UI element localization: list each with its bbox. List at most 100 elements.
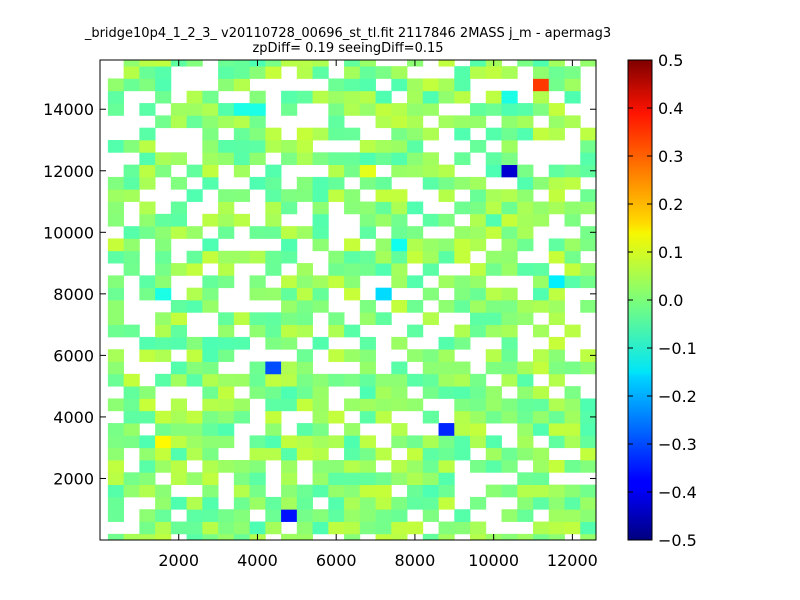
- heatmap-cell: [580, 410, 597, 424]
- heatmap-cell: [107, 238, 125, 252]
- heatmap-cell: [533, 361, 550, 375]
- heatmap-cell: [454, 90, 471, 104]
- chart-title-line-1: _bridge10p4_1_2_3_ v20110728_00696_st_tl…: [84, 26, 611, 41]
- heatmap-cell: [501, 189, 518, 202]
- heatmap-cell: [533, 300, 550, 313]
- heatmap-cell: [155, 78, 172, 92]
- heatmap-cell: [485, 447, 502, 461]
- heatmap-cell: [139, 336, 156, 350]
- heatmap-cell: [517, 373, 534, 387]
- heatmap-cell: [233, 336, 250, 350]
- heatmap-cell: [296, 386, 313, 399]
- heatmap-cell: [170, 115, 188, 129]
- heatmap-cell: [407, 460, 424, 473]
- heatmap-cell: [485, 386, 502, 399]
- heatmap-cell: [438, 176, 455, 190]
- heatmap-cell: [249, 115, 266, 129]
- heatmap-cell: [107, 349, 125, 362]
- heatmap-cell: [265, 373, 282, 387]
- heatmap-cell: [454, 300, 471, 313]
- heatmap-cell: [123, 164, 140, 178]
- heatmap-cell: [391, 140, 408, 153]
- heatmap-cell: [375, 496, 392, 510]
- heatmap-cell: [218, 115, 235, 129]
- heatmap-cell: [580, 496, 597, 510]
- heatmap-cell: [517, 435, 534, 449]
- heatmap-cell: [548, 60, 565, 67]
- heatmap-cell: [186, 496, 203, 510]
- heatmap-cell: [155, 275, 172, 289]
- heatmap-cell: [202, 410, 219, 424]
- heatmap-cell: [233, 213, 250, 227]
- heatmap-cell: [249, 435, 266, 449]
- heatmap-cell: [202, 435, 219, 449]
- heatmap-cell: [139, 226, 156, 239]
- heatmap-cell: [265, 336, 282, 350]
- heatmap-cell: [454, 78, 471, 92]
- heatmap-cell: [296, 90, 313, 104]
- heatmap-cell: [564, 509, 581, 522]
- heatmap-cell: [564, 263, 581, 276]
- heatmap-cell: [344, 496, 361, 510]
- heatmap-cell: [296, 398, 313, 412]
- heatmap-cell: [328, 484, 345, 498]
- heatmap-cell: [517, 263, 534, 276]
- heatmap-cell: [249, 152, 266, 166]
- heatmap-cell: [470, 460, 487, 473]
- heatmap-cell: [218, 435, 235, 449]
- heatmap-cell: [564, 496, 581, 510]
- heatmap-cell: [249, 521, 266, 535]
- heatmap-cell: [296, 275, 313, 289]
- heatmap-cell: [155, 460, 172, 473]
- heatmap-cell: [580, 447, 597, 461]
- heatmap-cell: [107, 533, 125, 541]
- heatmap-cell: [265, 250, 282, 264]
- heatmap-cell: [501, 213, 518, 227]
- heatmap-cell: [139, 349, 156, 362]
- heatmap-cell: [485, 263, 502, 276]
- heatmap-cell: [107, 361, 125, 375]
- heatmap-cell: [170, 300, 188, 313]
- heatmap-cell: [218, 103, 235, 116]
- heatmap-cell: [422, 373, 439, 387]
- heatmap-cell: [533, 398, 550, 412]
- heatmap-cell: [485, 324, 502, 338]
- heatmap-cell: [312, 127, 329, 141]
- heatmap-cell: [265, 386, 282, 399]
- heatmap-cell: [470, 189, 487, 202]
- heatmap-cell: [470, 263, 487, 276]
- heatmap-cell: [233, 164, 250, 178]
- heatmap-cell: [233, 460, 250, 473]
- heatmap-cell: [218, 324, 235, 338]
- heatmap-cell: [422, 90, 439, 104]
- heatmap-cell: [233, 250, 250, 264]
- heatmap-cell: [265, 226, 282, 239]
- heatmap-cell: [375, 213, 392, 227]
- heatmap-cell: [470, 423, 487, 436]
- heatmap-cell: [123, 140, 140, 153]
- heatmap-cell: [422, 349, 439, 362]
- heatmap-cell: [548, 238, 565, 252]
- heatmap-cell: [281, 324, 298, 338]
- heatmap-cell: [107, 312, 125, 326]
- heatmap-cell: [344, 103, 361, 116]
- heatmap-cell: [517, 176, 534, 190]
- heatmap-cell: [391, 213, 408, 227]
- heatmap-cell: [407, 238, 424, 252]
- heatmap-cell: [155, 287, 172, 301]
- heatmap-cell: [202, 300, 219, 313]
- heatmap-cell: [249, 472, 266, 486]
- heatmap-cell: [265, 410, 282, 424]
- heatmap-cell: [328, 164, 345, 178]
- heatmap-cell: [139, 127, 156, 141]
- heatmap-cell: [470, 398, 487, 412]
- heatmap-cell: [344, 324, 361, 338]
- heatmap-cell: [548, 127, 565, 141]
- heatmap-cell: [123, 472, 140, 486]
- heatmap-cell: [407, 90, 424, 104]
- heatmap-cell: [517, 533, 534, 541]
- heatmap-cell: [517, 361, 534, 375]
- heatmap-cell: [186, 250, 203, 264]
- heatmap-cell: [517, 484, 534, 498]
- heatmap-cell: [202, 460, 219, 473]
